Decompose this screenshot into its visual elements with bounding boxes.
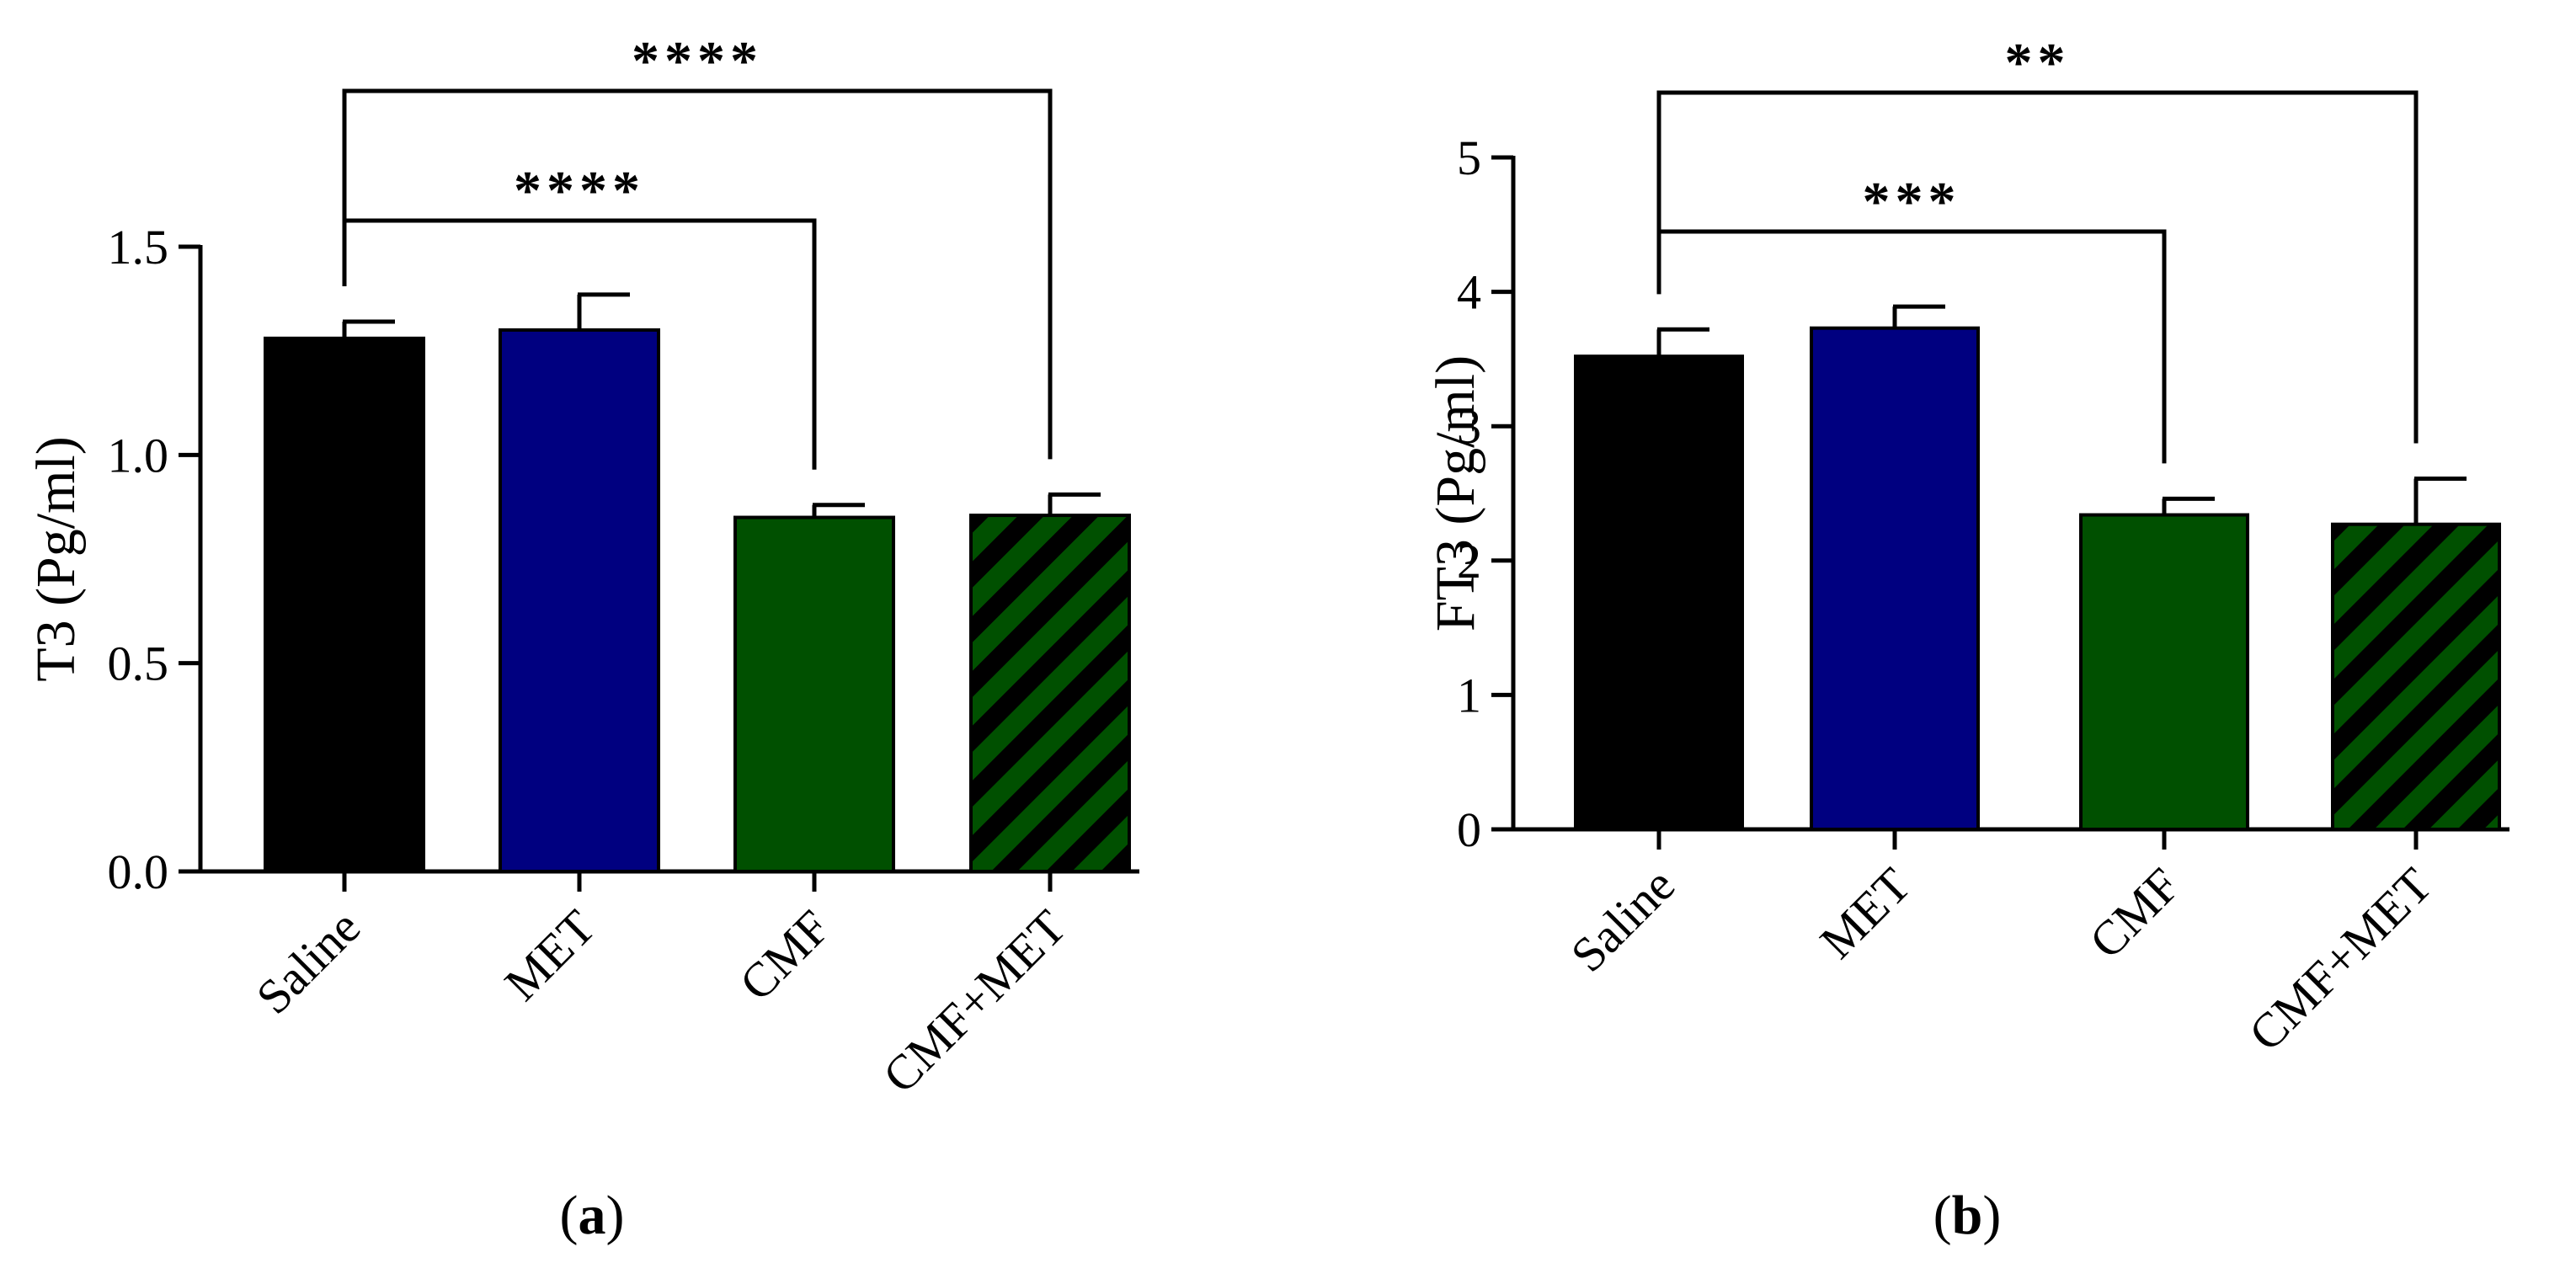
bar-saline: [264, 336, 425, 873]
significance-label: ****: [632, 30, 763, 92]
significance-bracket: [342, 88, 1053, 460]
panel-label-b: (b): [1933, 1185, 2002, 1246]
x-tick-label: MET: [1810, 857, 1922, 969]
y-axis-title: T3 (Pg/ml): [25, 436, 87, 682]
significance-bracket: [1656, 90, 2419, 444]
x-tick-label: Saline: [246, 899, 371, 1024]
y-axis-title: FT3 (Pg/ml): [1425, 355, 1486, 631]
significance-label: ****: [514, 160, 645, 221]
x-tick-label: CMF: [2079, 857, 2191, 969]
panel-letter-a: a: [579, 1185, 606, 1246]
panel-label-a: (a): [560, 1185, 625, 1246]
x-tick-label: CMF+MET: [872, 899, 1076, 1103]
significance-label: ***: [1863, 171, 1961, 232]
significance-label: **: [2005, 32, 2071, 93]
bar-met: [1810, 326, 1980, 831]
y-tick-label: 2: [1457, 534, 1481, 589]
y-tick-label: 0: [1457, 802, 1481, 857]
y-tick-label: 3: [1457, 399, 1481, 454]
bar-saline: [1574, 354, 1744, 831]
bar-cmf-met: [969, 514, 1131, 873]
x-tick-label: Saline: [1560, 857, 1685, 982]
bar-cmf: [733, 515, 895, 873]
chart-panel-a: 0.0 0.5 1.0 1.5 T3 (Pg/ml) Saline MET CMF CMF+ME…: [25, 30, 1139, 1104]
y-tick-label: 1.0: [108, 428, 169, 482]
bar-cmf-met: [2331, 522, 2501, 831]
y-tick-label: 1.5: [108, 220, 169, 274]
bar-met: [499, 328, 660, 873]
y-tick-label: 0.5: [108, 637, 169, 691]
x-tick-label: MET: [494, 899, 606, 1011]
bar-cmf: [2079, 513, 2249, 831]
x-tick-label: CMF: [729, 899, 841, 1011]
y-tick-label: 0.0: [108, 844, 169, 899]
y-tick-label: 1: [1457, 668, 1481, 722]
y-tick-label: 5: [1457, 131, 1481, 185]
x-tick-label: CMF+MET: [2238, 857, 2442, 1061]
panel-letter-b: b: [1952, 1185, 1983, 1246]
y-tick-label: 4: [1457, 265, 1481, 320]
